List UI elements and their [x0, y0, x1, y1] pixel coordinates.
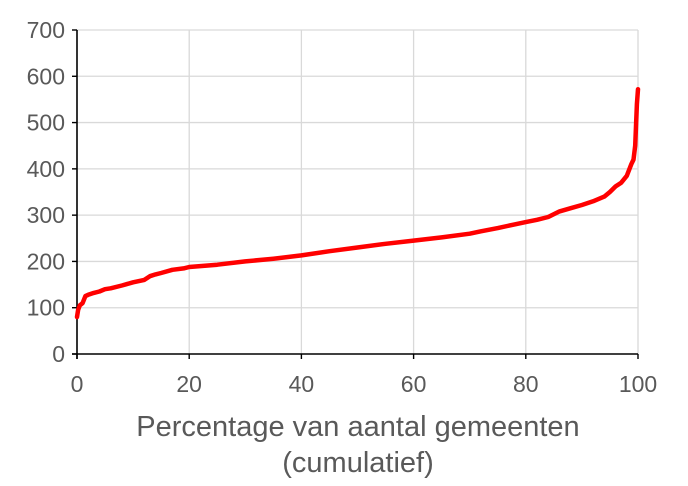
axes — [72, 29, 639, 359]
y-tick-label: 600 — [27, 63, 65, 89]
y-tick-label: 700 — [27, 17, 65, 43]
grid — [77, 29, 639, 354]
x-tick-label: 40 — [289, 371, 315, 397]
series-group — [74, 86, 641, 320]
x-tick-label: 60 — [401, 371, 427, 397]
y-tick-label: 0 — [52, 341, 65, 367]
y-tick-label: 200 — [27, 248, 65, 274]
x-tick-label: 100 — [619, 371, 657, 397]
x-tick-label: 0 — [71, 371, 84, 397]
x-tick-label: 20 — [176, 371, 202, 397]
y-tick-labels: 0 100 200 300 400 500 600 700 — [27, 17, 65, 367]
y-tick-label: 500 — [27, 110, 65, 136]
x-axis-label-line-1: Percentage van aantal gemeenten — [136, 411, 579, 443]
y-tick-label: 100 — [27, 295, 65, 321]
x-axis-label-line-2: (cumulatief) — [282, 447, 434, 479]
x-tick-label: 80 — [513, 371, 539, 397]
y-tick-label: 300 — [27, 202, 65, 228]
y-tick-label: 400 — [27, 156, 65, 182]
series-line-1 — [74, 86, 641, 320]
x-tick-labels: 0 20 40 60 80 100 — [71, 371, 658, 397]
